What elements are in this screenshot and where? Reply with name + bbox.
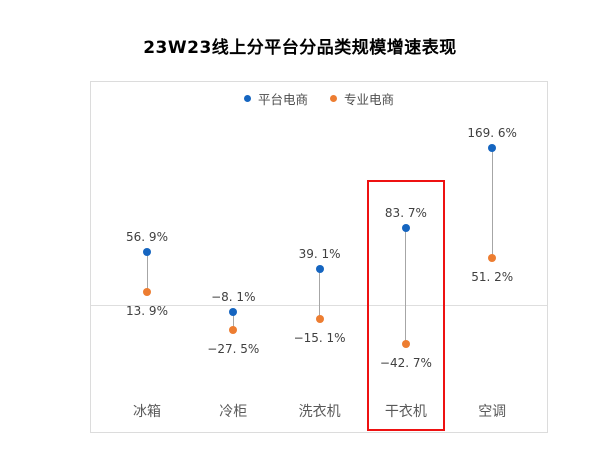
category-label: 干衣机 (384, 404, 427, 420)
circle-dot-icon (243, 95, 251, 102)
specialist-value-label: 51. 2% (471, 269, 514, 284)
platform-dot (401, 223, 410, 232)
legend: 平台电商 专业电商 (90, 89, 548, 108)
platform-dot (315, 264, 324, 273)
specialist-value-label: −27. 5% (207, 342, 260, 357)
connector-line (491, 148, 493, 258)
platform-value-label: 83. 7% (384, 205, 427, 220)
zero-axis-line (91, 305, 547, 306)
legend-label: 平台电商 (257, 92, 308, 107)
platform-dot (229, 308, 238, 317)
specialist-dot (229, 326, 238, 335)
legend-item-platform: 平台电商 (243, 89, 308, 108)
specialist-value-label: 13. 9% (126, 304, 168, 319)
chart-title: 23W23线上分平台分品类规模增速表现 (143, 38, 457, 58)
specialist-dot (315, 314, 324, 323)
specialist-value-label: −42. 7% (379, 356, 432, 371)
platform-value-label: 56. 9% (126, 230, 168, 245)
category-label: 空调 (478, 404, 507, 420)
legend-item-specialist: 专业电商 (330, 89, 394, 108)
connector-line (319, 268, 321, 319)
circle-dot-icon (330, 95, 337, 102)
specialist-dot (143, 288, 151, 297)
plot-area (90, 81, 548, 433)
specialist-value-label: −15. 1% (293, 330, 346, 345)
legend-label: 专业电商 (344, 92, 395, 107)
platform-value-label: 39. 1% (298, 246, 341, 261)
category-label: 冷柜 (219, 404, 248, 420)
category-label: 洗衣机 (298, 404, 341, 420)
specialist-dot (488, 253, 497, 262)
connector-line (146, 252, 148, 293)
category-label: 冰箱 (133, 404, 161, 420)
platform-value-label: 169. 6% (467, 126, 517, 141)
platform-dot (143, 248, 151, 257)
platform-dot (488, 144, 497, 153)
specialist-dot (401, 340, 410, 349)
connector-line (405, 227, 407, 345)
connector-line (232, 312, 234, 331)
highlight-box (366, 180, 445, 431)
platform-value-label: −8. 1% (211, 290, 256, 305)
